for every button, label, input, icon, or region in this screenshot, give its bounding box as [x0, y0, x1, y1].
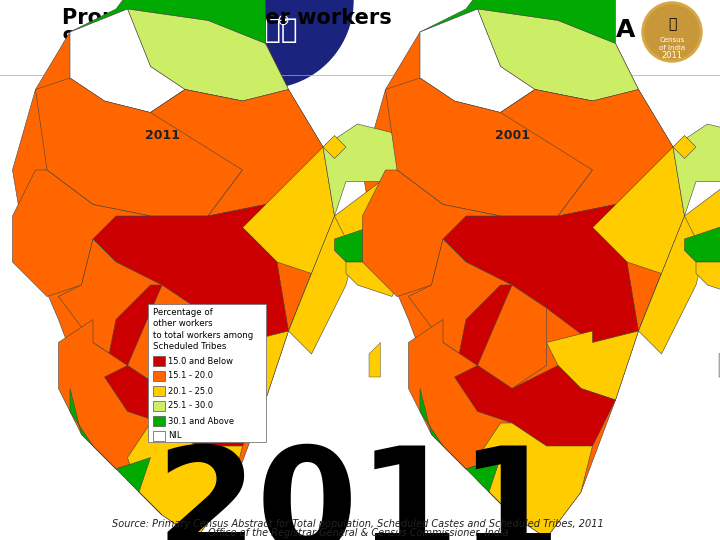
Polygon shape — [104, 285, 266, 446]
Text: 2011: 2011 — [662, 51, 683, 59]
Text: ⊕: ⊕ — [240, 12, 253, 28]
Polygon shape — [369, 342, 380, 377]
Text: 15.1 - 20.0: 15.1 - 20.0 — [168, 372, 213, 381]
Text: Office of the Registrar General & Census Commissioner, India: Office of the Registrar General & Census… — [207, 528, 508, 538]
Bar — [153, 356, 165, 366]
Polygon shape — [673, 124, 720, 216]
Polygon shape — [346, 262, 403, 296]
Text: 20.1 - 25.0: 20.1 - 25.0 — [168, 387, 213, 395]
Polygon shape — [443, 205, 639, 342]
Polygon shape — [673, 136, 696, 159]
Polygon shape — [362, 170, 500, 296]
Polygon shape — [420, 9, 535, 112]
Text: 🏛: 🏛 — [668, 17, 676, 31]
Bar — [153, 416, 165, 426]
Text: of India: of India — [659, 45, 685, 51]
Text: NIL: NIL — [168, 431, 181, 441]
Polygon shape — [385, 78, 593, 216]
Polygon shape — [477, 423, 593, 538]
Polygon shape — [362, 9, 685, 538]
Polygon shape — [93, 205, 289, 342]
Text: Source: Primary Census Abstract for Total population, Scheduled Castes and Sched: Source: Primary Census Abstract for Tota… — [112, 519, 604, 529]
Bar — [153, 431, 165, 441]
Text: 15.0 and Below: 15.0 and Below — [168, 356, 233, 366]
Polygon shape — [35, 78, 243, 216]
Polygon shape — [420, 0, 616, 44]
Polygon shape — [177, 0, 353, 88]
Polygon shape — [546, 273, 662, 400]
Bar — [153, 371, 165, 381]
Polygon shape — [477, 9, 639, 101]
Polygon shape — [243, 147, 335, 273]
Polygon shape — [127, 9, 289, 101]
Text: 2011: 2011 — [145, 129, 179, 142]
Polygon shape — [593, 147, 685, 273]
Text: 2001: 2001 — [495, 129, 529, 142]
Text: भारत: भारत — [232, 16, 298, 44]
Polygon shape — [719, 342, 720, 377]
Bar — [153, 386, 165, 396]
Polygon shape — [12, 9, 335, 538]
Circle shape — [642, 2, 702, 62]
Polygon shape — [639, 216, 708, 354]
Polygon shape — [70, 9, 185, 112]
Text: ⊕: ⊕ — [276, 12, 289, 28]
Polygon shape — [685, 181, 720, 239]
Polygon shape — [323, 124, 415, 216]
Text: Census: Census — [660, 37, 685, 43]
Text: Scheduled Tribes: Scheduled Tribes — [62, 30, 263, 50]
Text: 2011: 2011 — [155, 442, 561, 540]
Polygon shape — [12, 170, 150, 296]
Polygon shape — [380, 193, 426, 285]
Polygon shape — [685, 227, 720, 262]
Polygon shape — [58, 320, 162, 469]
Polygon shape — [335, 181, 415, 239]
Polygon shape — [323, 136, 346, 159]
Text: Percentage of
other workers
to total workers among
Scheduled Tribes: Percentage of other workers to total wor… — [153, 308, 253, 352]
Polygon shape — [58, 239, 197, 388]
Polygon shape — [127, 423, 243, 538]
Polygon shape — [70, 388, 162, 515]
Polygon shape — [696, 262, 720, 296]
Text: 25.1 - 30.0: 25.1 - 30.0 — [168, 402, 213, 410]
Text: INDIA: INDIA — [557, 18, 636, 42]
Polygon shape — [454, 285, 616, 446]
Polygon shape — [500, 90, 673, 216]
Bar — [148, 304, 266, 442]
Polygon shape — [408, 320, 512, 469]
Polygon shape — [70, 0, 266, 44]
Circle shape — [645, 5, 699, 59]
Polygon shape — [408, 239, 546, 388]
Polygon shape — [335, 227, 403, 262]
Text: Proportion of other workers: Proportion of other workers — [62, 8, 392, 28]
Text: 30.1 and Above: 30.1 and Above — [168, 416, 234, 426]
Polygon shape — [197, 273, 312, 400]
Polygon shape — [289, 216, 358, 354]
Polygon shape — [150, 90, 323, 216]
Polygon shape — [420, 388, 512, 515]
Bar — [153, 401, 165, 411]
